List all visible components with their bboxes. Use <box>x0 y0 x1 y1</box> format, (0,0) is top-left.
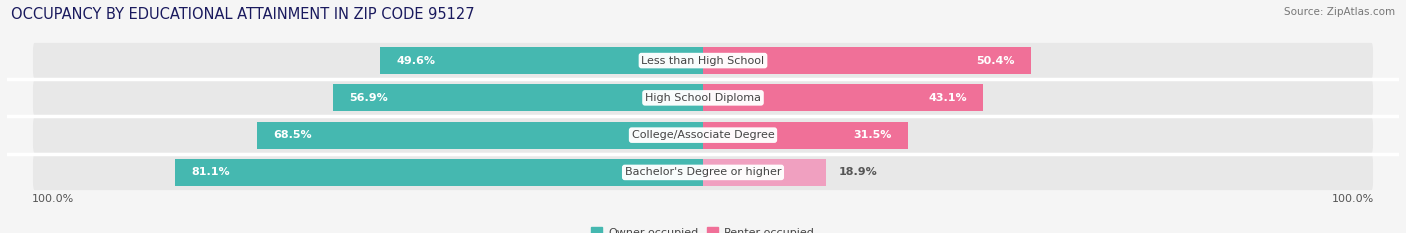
FancyBboxPatch shape <box>32 43 1374 78</box>
FancyBboxPatch shape <box>32 117 1374 153</box>
Bar <box>333 84 703 111</box>
Text: 50.4%: 50.4% <box>976 56 1015 65</box>
Text: Source: ZipAtlas.com: Source: ZipAtlas.com <box>1284 7 1395 17</box>
Bar <box>176 159 703 186</box>
Text: Less than High School: Less than High School <box>641 56 765 65</box>
Legend: Owner-occupied, Renter-occupied: Owner-occupied, Renter-occupied <box>586 223 820 233</box>
Text: 49.6%: 49.6% <box>396 56 436 65</box>
Bar <box>703 159 825 186</box>
Bar <box>381 47 703 74</box>
Bar <box>703 84 983 111</box>
Text: OCCUPANCY BY EDUCATIONAL ATTAINMENT IN ZIP CODE 95127: OCCUPANCY BY EDUCATIONAL ATTAINMENT IN Z… <box>11 7 475 22</box>
Text: 68.5%: 68.5% <box>274 130 312 140</box>
Text: 56.9%: 56.9% <box>349 93 388 103</box>
Bar <box>703 47 1031 74</box>
Text: 43.1%: 43.1% <box>928 93 967 103</box>
Text: Bachelor's Degree or higher: Bachelor's Degree or higher <box>624 168 782 177</box>
FancyBboxPatch shape <box>32 155 1374 190</box>
Text: High School Diploma: High School Diploma <box>645 93 761 103</box>
Text: 31.5%: 31.5% <box>853 130 891 140</box>
Text: 18.9%: 18.9% <box>839 168 877 177</box>
Text: College/Associate Degree: College/Associate Degree <box>631 130 775 140</box>
Text: 81.1%: 81.1% <box>191 168 231 177</box>
Bar <box>257 122 703 149</box>
Bar <box>703 122 908 149</box>
FancyBboxPatch shape <box>32 80 1374 116</box>
